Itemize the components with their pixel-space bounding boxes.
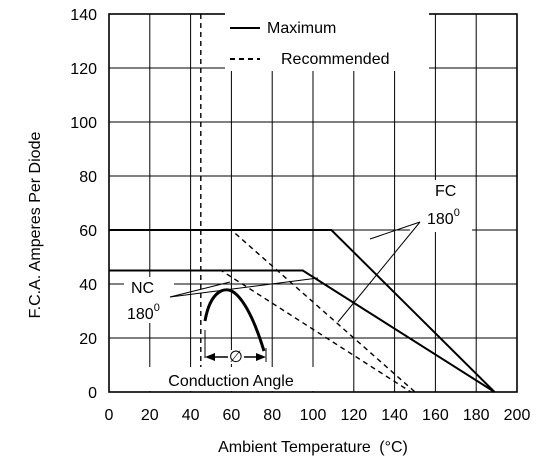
annotation-fc: FC 1800 — [337, 180, 472, 323]
y-tick-label: 40 — [79, 277, 97, 294]
y-tick-label: 120 — [70, 61, 97, 78]
recommended-nc-line — [200, 269, 412, 393]
conduction-angle-symbol: ∅ — [229, 349, 243, 366]
y-tick-label: 0 — [88, 385, 97, 402]
annotation-fc-background — [410, 180, 472, 232]
x-axis-label: Ambient Temperature (°C) — [218, 439, 408, 456]
annotation-nc-angle: 1800 — [127, 302, 160, 323]
maximum-fc-line — [109, 229, 496, 393]
recommended-fc-line — [200, 229, 416, 393]
legend: Maximum Recommended — [225, 11, 429, 71]
annotation-nc-leader-1 — [169, 281, 231, 298]
annotation-nc-label: NC — [131, 280, 154, 297]
x-axis-label-unit: (°C) — [379, 439, 408, 456]
x-tick-labels: 0 20 40 60 80 100 120 140 160 180 200 — [105, 407, 531, 424]
conduction-angle-symbol-background — [228, 350, 244, 364]
x-tick-label: 160 — [422, 407, 449, 424]
conduction-angle-label-background — [140, 367, 320, 391]
y-tick-labels: 0 20 40 60 80 100 120 140 — [70, 7, 97, 402]
annotation-fc-angle-value: 180 — [427, 211, 454, 228]
x-axis-label-main: Ambient Temperature — [218, 439, 371, 456]
x-tick-label: 0 — [105, 407, 114, 424]
annotation-nc-angle-value: 180 — [127, 306, 154, 323]
annotation-nc-background — [124, 277, 174, 323]
annotation-nc-degree: 0 — [154, 302, 160, 314]
y-tick-label: 80 — [79, 169, 97, 186]
annotation-fc-leader-2 — [337, 221, 421, 323]
legend-label-maximum: Maximum — [267, 20, 336, 37]
x-tick-label: 20 — [141, 407, 159, 424]
y-tick-label: 100 — [70, 115, 97, 132]
y-axis-label: F.C.A. Amperes Per Diode — [27, 132, 44, 319]
annotation-fc-leader-1 — [369, 221, 421, 240]
maximum-nc-line — [109, 269, 496, 393]
legend-background — [225, 11, 429, 71]
half-sine-pulse — [203, 288, 266, 352]
y-tick-label: 20 — [79, 331, 97, 348]
y-tick-label: 60 — [79, 223, 97, 240]
annotation-fc-angle: 1800 — [427, 207, 460, 228]
x-tick-label: 180 — [463, 407, 490, 424]
x-tick-label: 40 — [182, 407, 200, 424]
x-tick-label: 200 — [504, 407, 531, 424]
annotation-fc-label: FC — [435, 183, 456, 200]
conduction-angle-label: Conduction Angle — [168, 373, 294, 390]
conduction-angle-arrowhead-right — [256, 353, 266, 361]
x-tick-label: 60 — [223, 407, 241, 424]
conduction-angle-arrowhead-left — [205, 353, 215, 361]
conduction-angle-diagram: ∅ Conduction Angle — [140, 288, 320, 391]
legend-label-recommended: Recommended — [281, 51, 390, 68]
y-tick-label: 140 — [70, 7, 97, 24]
x-tick-label: 140 — [381, 407, 408, 424]
annotation-nc-leader-2 — [169, 277, 319, 298]
series-lines — [109, 14, 496, 393]
annotation-fc-degree: 0 — [454, 207, 460, 219]
annotation-nc: NC 1800 — [124, 277, 319, 323]
x-tick-label: 120 — [340, 407, 367, 424]
x-tick-label: 80 — [263, 407, 281, 424]
x-tick-label: 100 — [300, 407, 327, 424]
